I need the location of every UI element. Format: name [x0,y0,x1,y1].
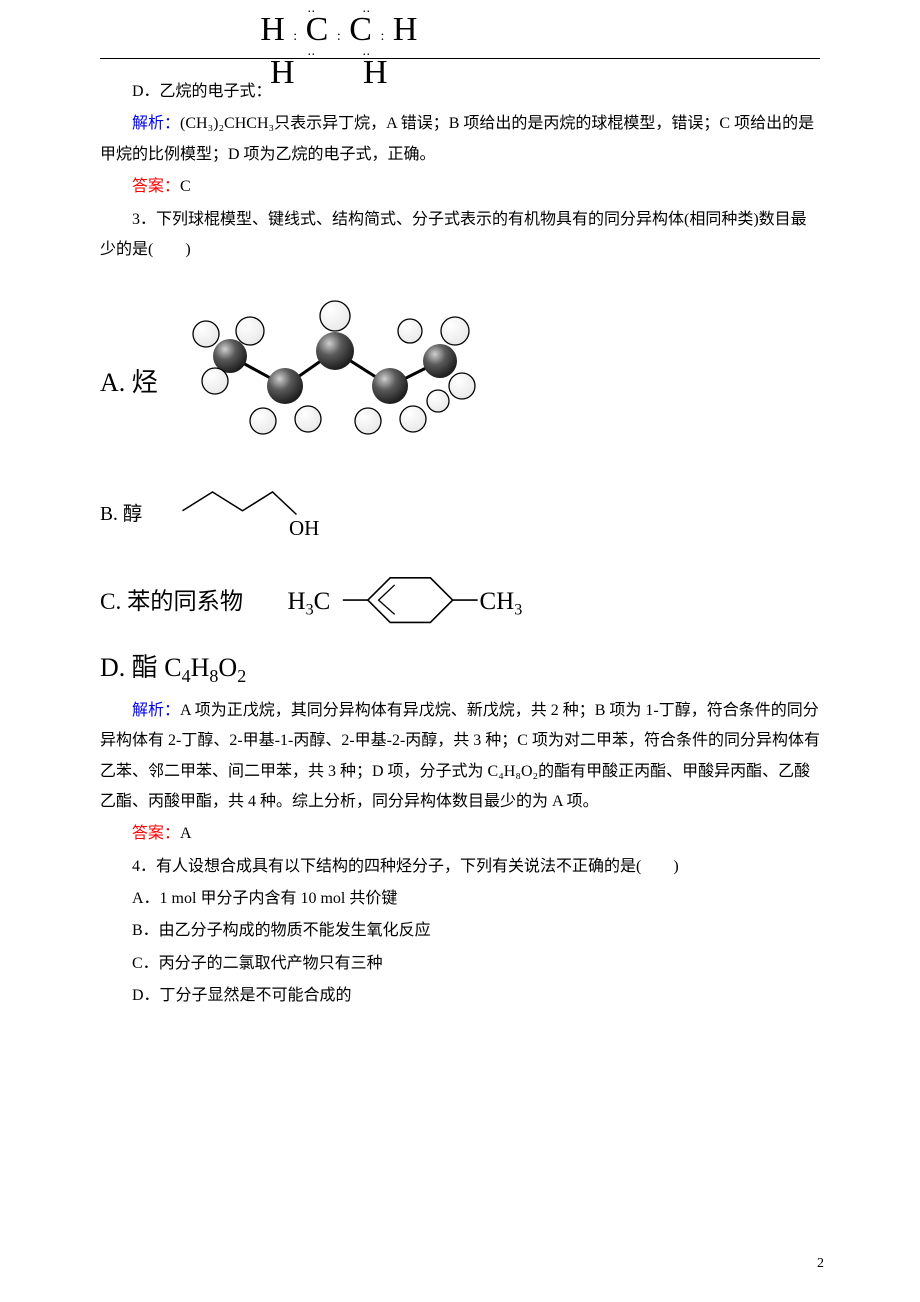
q3-option-a: A. 烃 [100,271,820,461]
q3-explanation: 解析：A 项为正戊烷，其同分异构体有异戊烷、新戊烷，共 2 种；B 项为 1-丁… [100,696,820,818]
q2-answer: 答案：C [100,172,820,202]
option-d-label: D. 酯 C4H8O2 [100,653,246,682]
q2-explain-prefix: 解析： [132,115,180,132]
q2-answer-text: C [180,178,191,195]
top-rule [100,58,820,59]
option-b-label: B. 醇 [100,503,142,525]
option-a-svg: A. 烃 [100,271,480,461]
q3-option-b: B. 醇 OH [100,467,820,559]
q4-option-a: A．1 mol 甲分子内含有 10 mol 共价键 [100,884,820,914]
q3-answer-text: A [180,825,192,842]
option-c-h3c: H3C [288,588,331,618]
option-c-ch3: CH3 [479,588,522,618]
page-number: 2 [817,1251,824,1278]
option-a-label: A. 烃 [100,368,158,397]
option-c-svg: C. 苯的同系物 H3C CH3 [100,565,600,637]
option-b-oh: OH [289,516,319,540]
option-b-bondline [183,492,297,515]
q3-option-d: D. 酯 C4H8O2 [100,643,820,693]
q3-explain-text: A 项为正戊烷，其同分异构体有异戊烷、新戊烷，共 2 种；B 项为 1-丁醇，符… [100,702,820,810]
q3-answer-prefix: 答案： [132,825,180,842]
page-root: D．乙烷的电子式： H H ‥ ‥ H : C : C : H ‥ ‥ H H … [0,0,920,1302]
lewis-ethane-structure: H H ‥ ‥ H : C : C : H ‥ ‥ H H [260,0,418,91]
option-c-ring [368,578,453,623]
q3-explain-prefix: 解析： [132,702,180,719]
q4-option-b: B．由乙分子构成的物质不能发生氧化反应 [100,916,820,946]
q4-option-c: C．丙分子的二氯取代产物只有三种 [100,949,820,979]
option-b-svg: B. 醇 OH [100,467,400,559]
q2-explanation: 解析：(CH₃)₂CHCH₃只表示异丁烷，A 错误；B 项给出的是丙烷的球棍模型… [100,109,820,170]
q2-option-d-label: D．乙烷的电子式： [100,77,272,107]
q3-stem: 3．下列球棍模型、键线式、结构简式、分子式表示的有机物具有的同分异构体(相同种类… [100,205,820,266]
q3-option-c: C. 苯的同系物 H3C CH3 [100,565,820,637]
q2-answer-prefix: 答案： [132,178,180,195]
option-c-label: C. 苯的同系物 [100,589,243,615]
q2-option-d-row: D．乙烷的电子式： [100,77,820,107]
option-c-ring-inner [379,585,395,614]
q2-explain-text: (CH₃)₂CHCH₃只表示异丁烷，A 错误；B 项给出的是丙烷的球棍模型，错误… [100,115,814,162]
q3-answer: 答案：A [100,819,820,849]
q4-option-d: D．丁分子显然是不可能合成的 [100,981,820,1011]
q4-stem: 4．有人设想合成具有以下结构的四种烃分子，下列有关说法不正确的是( ) [100,852,820,882]
